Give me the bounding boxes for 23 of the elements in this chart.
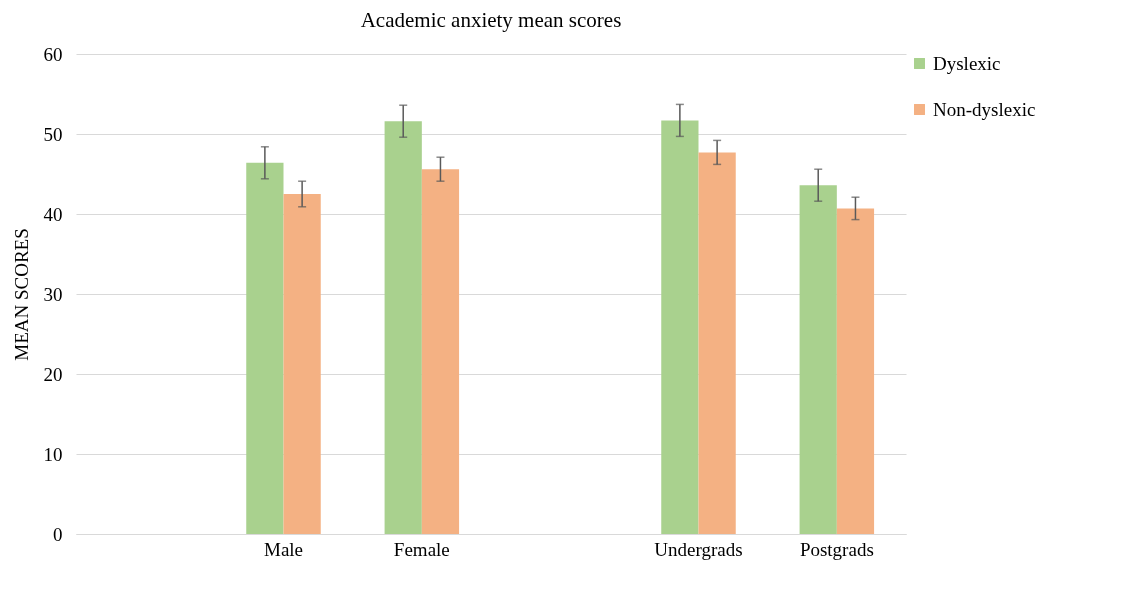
y-tick-label: 30 [43,283,63,305]
x-tick-label: Female [393,538,450,560]
bar [384,121,422,534]
y-axis-title: MEAN SCORES [10,228,32,361]
legend-label: Dyslexic [933,52,1001,74]
chart-title: Academic anxiety mean scores [360,8,622,32]
bar [661,120,699,534]
bar [698,152,736,534]
bar [246,162,284,534]
y-tick-label: 60 [43,43,63,65]
x-tick-label: Male [263,538,304,560]
y-tick-label: 0 [53,523,63,545]
bar [799,185,837,534]
bar [283,194,321,534]
bar [836,208,875,534]
y-tick-label: 10 [43,443,63,465]
y-tick-label: 20 [43,363,63,385]
bar [421,169,460,534]
legend-label: Non-dyslexic [933,98,1036,120]
x-tick-label: Postgrads [799,538,874,560]
y-tick-label: 50 [43,123,63,145]
y-tick-label: 40 [43,203,63,225]
x-tick-label: Undergrads [654,538,743,560]
